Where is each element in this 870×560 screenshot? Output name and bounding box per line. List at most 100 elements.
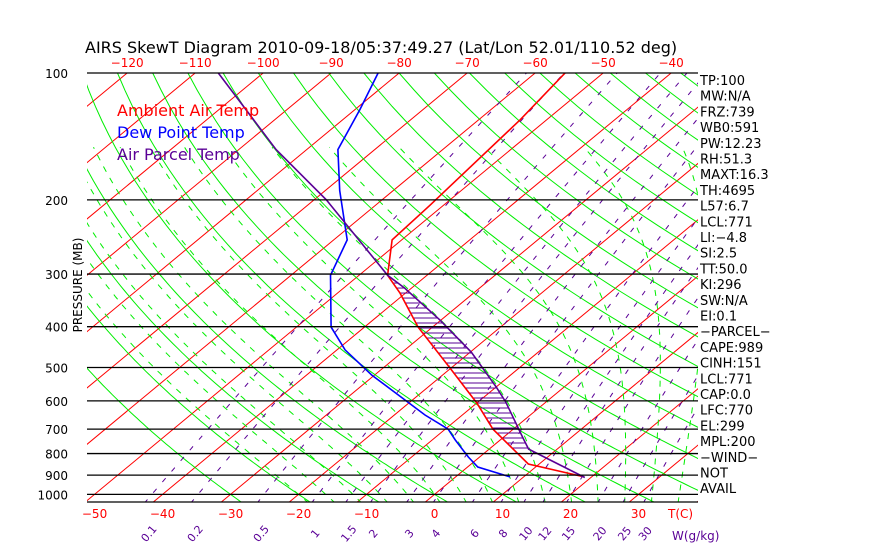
- dry-adiabat-line: [433, 73, 698, 280]
- index-label: −PARCEL−: [700, 325, 771, 340]
- moist-adiabat-line: [87, 181, 388, 502]
- dry-adiabat-line: [328, 73, 698, 368]
- dry-adiabat-line: [398, 73, 698, 309]
- moist-adiabat-line: [224, 146, 520, 502]
- bottom-temp-tick-label: −40: [150, 507, 175, 521]
- index-label: LCL:771: [700, 215, 753, 230]
- dry-adiabat-line: [87, 305, 311, 502]
- cape-hatching: [389, 277, 529, 449]
- index-label: LCL:771: [700, 372, 753, 387]
- moist-adiabat-line: [184, 146, 493, 502]
- moist-adiabat-line: [484, 146, 627, 502]
- index-label: −WIND−: [700, 451, 758, 466]
- index-label: L57:6.7: [700, 200, 749, 215]
- dry-adiabat-line: [87, 239, 380, 502]
- bottom-temp-tick-label: 20: [563, 507, 578, 521]
- top-temp-tick-label: −40: [658, 56, 683, 70]
- mixing-ratio-tick-label: 0.2: [185, 523, 206, 545]
- pressure-tick-label: 500: [45, 362, 68, 376]
- pressure-tick-label: 1000: [37, 488, 68, 502]
- index-label: CAPE:989: [700, 341, 763, 356]
- chart-title: AIRS SkewT Diagram 2010-09-18/05:37:49.2…: [85, 38, 677, 57]
- mixing-ratio-tick-label: 30: [636, 524, 655, 543]
- isotherm-line: [560, 388, 698, 502]
- isotherm-line: [87, 73, 196, 164]
- legend-item-dewpoint: Dew Point Temp: [117, 123, 245, 142]
- legend-item-parcel: Air Parcel Temp: [117, 145, 240, 164]
- mixing-ratio-line: [566, 296, 698, 502]
- index-label: EL:299: [700, 419, 745, 434]
- dry-adiabat-line: [187, 73, 698, 491]
- index-label: SI:2.5: [700, 247, 737, 262]
- dry-adiabat-line: [87, 84, 518, 502]
- top-temp-tick-label: −60: [522, 56, 547, 70]
- top-temp-tick-label: −70: [454, 56, 479, 70]
- legend: Ambient Air Temp Dew Point Temp Air Parc…: [117, 101, 259, 164]
- index-label: FRZ:739: [700, 105, 755, 120]
- isotherm-line: [0, 64, 2, 504]
- top-temp-tick-label: −50: [590, 56, 615, 70]
- dry-adiabat-line: [257, 73, 698, 428]
- mixing-ratio-tick-label: 8: [496, 527, 510, 541]
- isotherm-line: [87, 73, 332, 276]
- index-label: MAXT:16.3: [700, 168, 769, 183]
- dry-adiabat-line: [152, 73, 656, 502]
- mixing-ratio-tick-label: 25: [615, 524, 634, 543]
- x-axis-label: T(C): [667, 507, 693, 521]
- legend-item-ambient: Ambient Air Temp: [117, 101, 259, 120]
- moist-adiabat-line: [87, 290, 309, 502]
- mixing-ratio-line: [500, 217, 698, 502]
- top-temp-tick-label: −110: [179, 56, 212, 70]
- index-label: NOT: [700, 467, 728, 482]
- mixing-ratio-tick-label: 1.5: [338, 523, 359, 545]
- index-label: KI:296: [700, 278, 742, 293]
- mixing-ratio-tick-label: 10: [517, 524, 536, 543]
- isotherm-line: [356, 219, 698, 502]
- moist-adiabat-line: [87, 222, 362, 502]
- index-label: RH:51.3: [700, 153, 752, 168]
- ambient-temp-line: [386, 73, 585, 478]
- moist-adiabat-line: [583, 146, 661, 502]
- bottom-temp-tick-label: −10: [354, 507, 379, 521]
- mixing-ratio-tick-label: 4: [429, 527, 443, 541]
- mixing-ratio-line: [191, 73, 565, 502]
- moist-adiabat-line: [271, 146, 546, 502]
- index-label: EI:0.1: [700, 310, 737, 325]
- isotherm-line: [764, 64, 870, 504]
- index-label: TH:4695: [699, 184, 755, 199]
- mixing-ratio-tick-label: 1: [308, 527, 322, 541]
- pressure-tick-label: 100: [45, 67, 68, 81]
- mixing-ratio-line: [523, 243, 698, 502]
- dry-adiabat-line: [87, 367, 242, 502]
- parcel-temp-line: [217, 73, 586, 479]
- index-label: CAP:0.0: [700, 388, 751, 403]
- pressure-tick-label: 900: [45, 469, 68, 483]
- moist-adiabat-line: [93, 146, 415, 502]
- isotherm-line: [87, 73, 468, 389]
- isotherm-line: [87, 73, 400, 333]
- mixing-ratio-tick-label: 12: [536, 524, 555, 543]
- index-label: CINH:151: [700, 357, 762, 372]
- bottom-temp-tick-label: 30: [631, 507, 646, 521]
- dry-adiabat-line: [293, 73, 698, 398]
- top-temp-tick-label: −100: [247, 56, 280, 70]
- mixing-ratio-line: [597, 338, 698, 502]
- mixing-ratio-tick-label: 2: [366, 527, 380, 541]
- pressure-tick-label: 700: [45, 423, 68, 437]
- index-label: WB0:591: [700, 121, 759, 136]
- pressure-tick-label: 600: [45, 395, 68, 409]
- index-label: PW:12.23: [700, 137, 762, 152]
- moist-adiabat-line: [149, 146, 467, 502]
- index-label: LFC:770: [700, 404, 753, 419]
- isotherm-line: [87, 73, 264, 220]
- mixing-ratio-line: [257, 73, 618, 502]
- isotherm-line: [152, 73, 672, 502]
- moist-adiabat-line: [398, 146, 599, 502]
- bottom-temp-tick-label: 0: [431, 507, 439, 521]
- pressure-tick-label: 300: [45, 268, 68, 282]
- mixing-ratio-tick-label: 3: [402, 527, 416, 541]
- dry-adiabat-line: [87, 168, 449, 502]
- dewpoint-temp-line: [329, 73, 511, 478]
